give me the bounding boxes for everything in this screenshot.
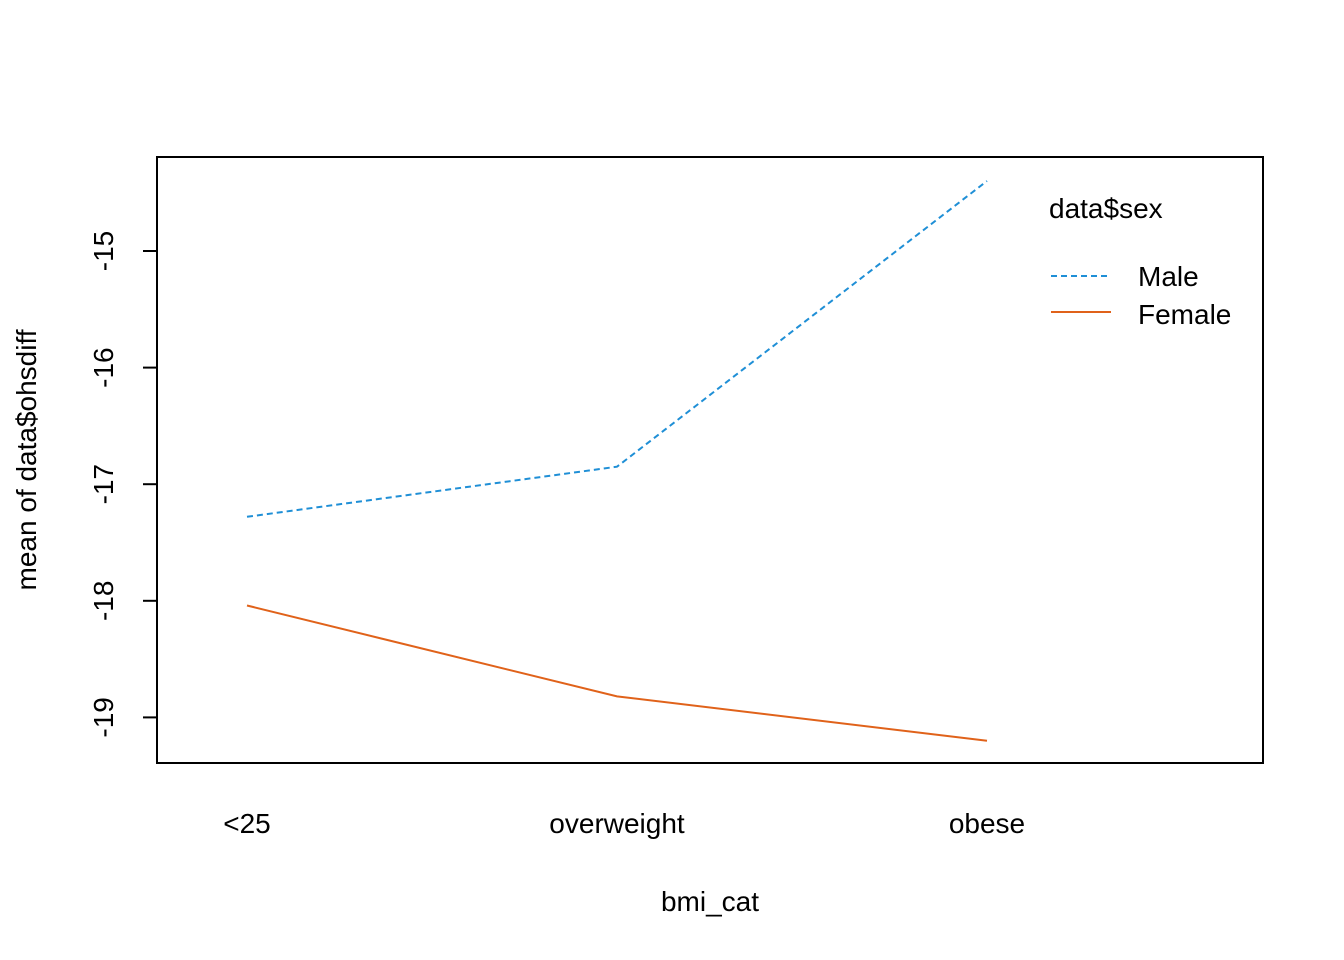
plot-frame [156,156,1264,764]
legend: data$sex Male Female [1049,193,1231,330]
x-axis-label: bmi_cat [661,886,759,917]
x-tick-label: overweight [549,808,685,839]
y-tick-label: -18 [88,581,119,621]
x-axis: <25 overweight obese [223,808,1025,839]
legend-label-female: Female [1138,299,1231,330]
legend-label-male: Male [1138,261,1199,292]
y-tick-label: -15 [88,231,119,271]
series-line-male [246,180,988,518]
series-line-female [246,604,988,742]
y-tick-label: -17 [88,464,119,504]
x-tick-label: <25 [223,808,271,839]
series-layer [246,180,988,742]
y-axis-label: mean of data$ohsdiff [11,329,42,590]
y-tick-label: -16 [88,347,119,387]
y-axis: -15 -16 -17 -18 -19 [88,231,157,738]
y-tick-label: -19 [88,697,119,737]
x-tick-label: obese [949,808,1025,839]
legend-title: data$sex [1049,193,1163,224]
